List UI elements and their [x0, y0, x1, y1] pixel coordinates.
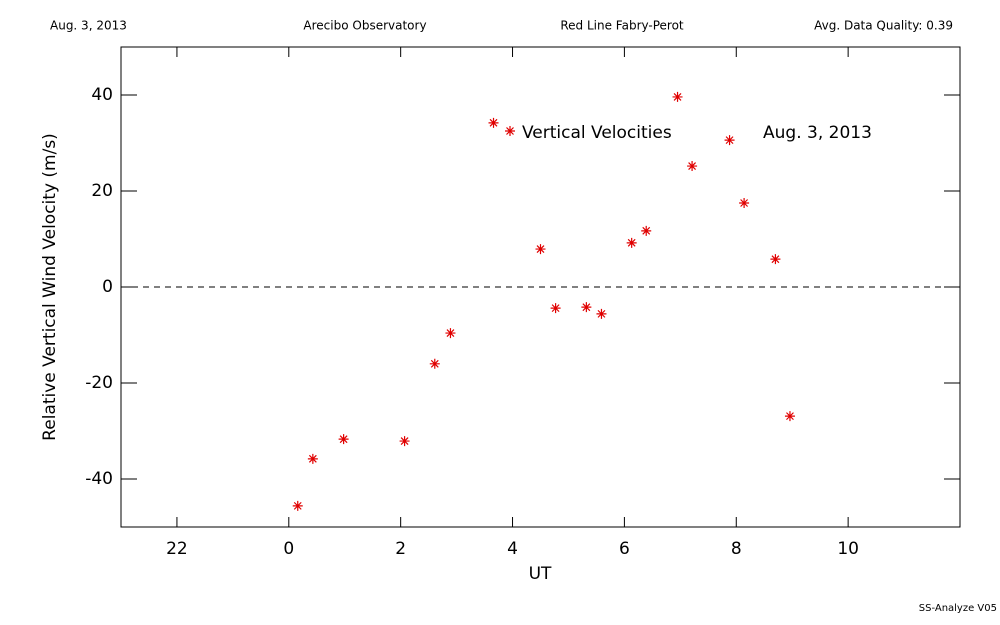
- point: [596, 308, 607, 319]
- footer: SS-Analyze V05: [919, 603, 997, 614]
- header-quality: Avg. Data Quality: 0.39: [814, 19, 953, 33]
- legend-marker: [505, 126, 515, 136]
- x-tick-label: 4: [507, 539, 518, 559]
- point: [626, 237, 637, 248]
- x-tick-label: 0: [283, 539, 294, 559]
- point: [292, 500, 303, 511]
- point: [581, 302, 592, 313]
- x-tick-label: 6: [619, 539, 630, 559]
- point: [784, 411, 795, 422]
- point: [550, 303, 561, 314]
- point: [739, 198, 750, 208]
- point: [535, 244, 546, 255]
- x-axis-label: UT: [529, 564, 552, 584]
- legend-label: Vertical Velocities: [522, 123, 672, 143]
- point: [445, 328, 456, 339]
- point: [687, 161, 698, 172]
- point: [641, 225, 652, 236]
- point: [770, 254, 781, 265]
- y-tick-label: -20: [85, 373, 113, 393]
- header-date: Aug. 3, 2013: [50, 19, 127, 33]
- x-tick-label: 8: [731, 539, 742, 559]
- point: [724, 135, 735, 146]
- point: [338, 434, 349, 445]
- point: [488, 117, 499, 128]
- x-tick-label: 2: [395, 539, 406, 559]
- point: [672, 91, 683, 102]
- point: [307, 453, 318, 464]
- y-tick-label: -40: [85, 469, 113, 489]
- y-tick-label: 20: [91, 181, 113, 201]
- header-site: Arecibo Observatory: [303, 19, 426, 33]
- x-tick-label: 22: [166, 539, 188, 559]
- point: [429, 358, 440, 369]
- header-instrument: Red Line Fabry-Perot: [560, 19, 684, 33]
- point: [399, 436, 410, 447]
- annotation: Aug. 3, 2013: [763, 123, 872, 143]
- x-tick-label: 10: [837, 539, 859, 559]
- y-axis-label: Relative Vertical Wind Velocity (m/s): [40, 133, 60, 441]
- y-tick-label: 40: [91, 85, 113, 105]
- y-tick-label: 0: [102, 277, 113, 297]
